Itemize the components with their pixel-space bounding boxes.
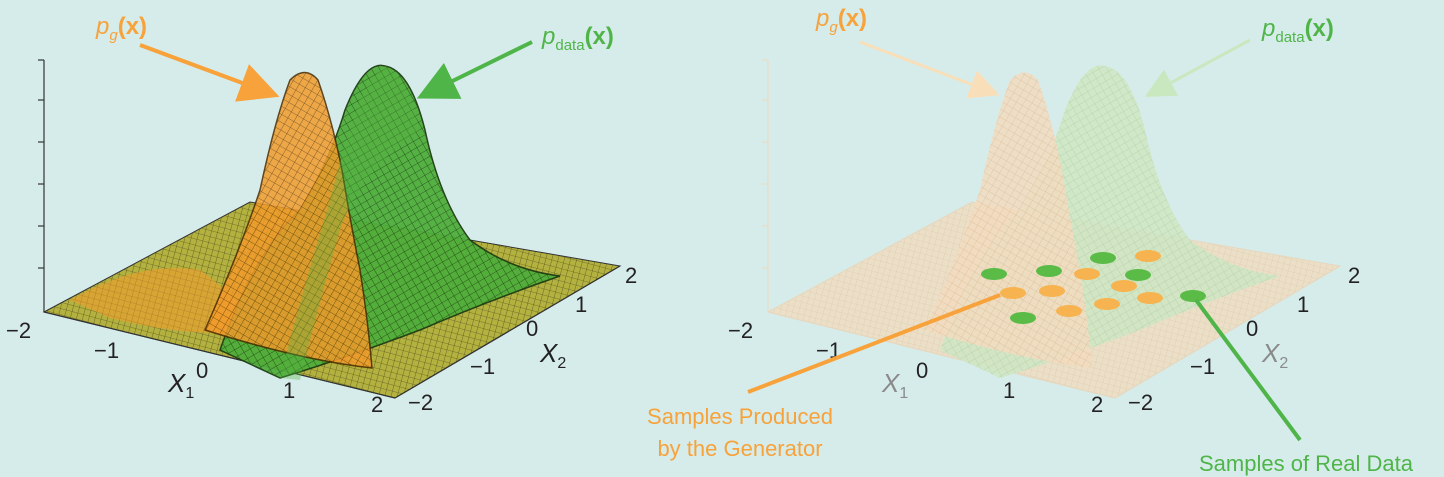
right-x2-tick-4: 2 <box>1348 263 1360 288</box>
right-pdata-label: pdata(x) <box>1261 15 1334 46</box>
left-x2-tick-1: −1 <box>470 354 495 379</box>
generator-callout-line-1: Samples Produced <box>647 404 833 429</box>
generator-callout-line <box>747 293 1001 394</box>
generated-samples <box>1000 250 1163 317</box>
left-x1-tick-3: 1 <box>283 378 295 403</box>
left-pdata-label: pdata(x) <box>541 23 614 54</box>
right-x2-axis-label: X2 <box>1261 338 1288 372</box>
right-pdata-arrow <box>1144 38 1251 97</box>
left-pdata-arrow <box>416 40 533 99</box>
left-pg-arrow <box>139 43 280 102</box>
left-x1-tick-2: 0 <box>196 358 208 383</box>
right-x1-tick-0: −2 <box>728 318 753 343</box>
left-x1-tick-0: −2 <box>6 318 31 343</box>
left-z-axis <box>38 59 45 312</box>
right-x1-tick-3: 1 <box>1003 378 1015 403</box>
left-x1-tick-1: −1 <box>94 338 119 363</box>
real-data-samples <box>981 252 1206 324</box>
right-x2-tick-2: 0 <box>1246 316 1258 341</box>
left-x2-tick-2: 0 <box>526 316 538 341</box>
right-pg-arrow <box>859 40 1000 99</box>
right-plot: −2 −1 0 1 2 −2 −1 0 1 2 X1 X2 pg(x) pdat… <box>647 5 1414 476</box>
left-x2-tick-3: 1 <box>575 292 587 317</box>
left-x1-axis-label: X1 <box>167 368 194 402</box>
real-data-callout: Samples of Real Data <box>1199 451 1414 476</box>
right-pg-label: pg(x) <box>815 5 867 36</box>
right-z-axis <box>762 59 769 312</box>
left-plot: −2 −1 0 1 2 −2 −1 0 1 2 X1 X2 pg(x) pdat… <box>6 13 637 417</box>
left-data-overlay <box>280 66 420 380</box>
right-x1-tick-2: 0 <box>916 358 928 383</box>
right-x2-tick-3: 1 <box>1297 292 1309 317</box>
right-x2-tick-0: −2 <box>1128 390 1153 415</box>
left-x1-tick-4: 2 <box>371 392 383 417</box>
generator-callout-line-2: by the Generator <box>657 436 822 461</box>
left-x2-tick-4: 2 <box>625 263 637 288</box>
right-x2-tick-1: −1 <box>1190 354 1215 379</box>
right-x1-tick-4: 2 <box>1091 392 1103 417</box>
real-data-callout-line <box>1194 298 1302 442</box>
left-pg-label: pg(x) <box>95 13 147 44</box>
right-x1-axis-label: X1 <box>881 368 908 402</box>
left-x2-tick-0: −2 <box>408 390 433 415</box>
left-generator-surface <box>203 71 373 369</box>
left-x2-axis-label: X2 <box>539 338 566 372</box>
